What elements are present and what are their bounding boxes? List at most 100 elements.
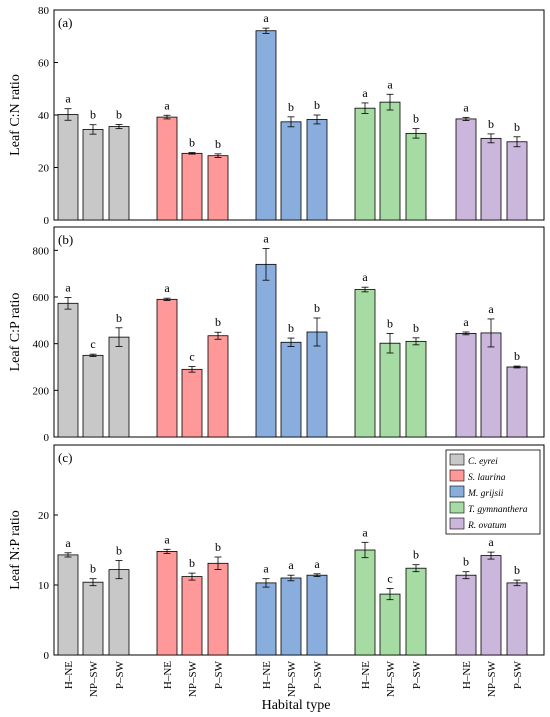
significance-letter: a <box>362 270 368 284</box>
bar <box>480 332 502 438</box>
significance-letter: b <box>189 556 195 570</box>
significance-letter: c <box>189 350 194 364</box>
bar <box>207 155 229 221</box>
significance-letter: b <box>314 301 320 315</box>
panel-label: (b) <box>58 232 73 247</box>
significance-letter: b <box>514 349 520 363</box>
bar <box>280 341 302 438</box>
bar <box>207 335 229 438</box>
y-tick-label: 60 <box>38 58 50 70</box>
legend-swatch <box>449 501 465 514</box>
x-tick-label: NP–SW <box>486 660 498 697</box>
bar <box>280 121 302 221</box>
significance-letter: b <box>314 98 320 112</box>
bar <box>82 129 104 221</box>
y-tick-label: 800 <box>33 245 50 257</box>
panel-label: (c) <box>58 450 72 465</box>
y-axis-title: Leaf C:P ratio <box>8 293 23 372</box>
bar <box>379 342 401 438</box>
bar <box>255 263 277 438</box>
chart-panel-1: 0 20 40 60 80 Leaf C:N ratio (a) a b b a b b a b b a a b a b… <box>8 5 545 227</box>
y-tick-label: 0 <box>44 432 50 444</box>
significance-letter: b <box>413 548 419 562</box>
significance-letter: a <box>65 92 71 106</box>
x-axis-title: Habital type <box>262 698 331 713</box>
bar <box>354 549 376 656</box>
significance-letter: b <box>116 107 122 121</box>
y-axis-title: Leaf C:N ratio <box>8 74 23 156</box>
significance-letter: a <box>362 525 368 539</box>
bar <box>82 354 104 438</box>
x-tick-label: P–SW <box>512 660 524 689</box>
significance-letter: a <box>463 100 469 114</box>
bar <box>379 101 401 221</box>
legend-label: T. gymnanthera <box>468 505 528 515</box>
significance-letter: b <box>215 137 221 151</box>
bar <box>57 114 79 221</box>
x-tick-label: H–NE <box>360 661 372 689</box>
significance-letter: b <box>116 544 122 558</box>
x-tick-label: NP–SW <box>88 660 100 697</box>
legend-label: M. grijsii <box>467 489 504 499</box>
bar <box>306 331 328 438</box>
x-tick-label: NP–SW <box>187 660 199 697</box>
significance-letter: b <box>116 311 122 325</box>
significance-letter: b <box>463 555 469 569</box>
significance-letter: a <box>164 532 170 546</box>
significance-letter: a <box>65 280 71 294</box>
bar <box>181 576 203 656</box>
significance-letter: c <box>90 337 95 351</box>
legend-swatch <box>449 469 465 482</box>
significance-letter: a <box>288 558 294 572</box>
y-tick-label: 80 <box>38 5 50 17</box>
bar <box>57 302 79 438</box>
panels: 0 20 40 60 80 Leaf C:N ratio (a) a b b a b b a b b a a b a b… <box>8 5 545 662</box>
bar <box>280 577 302 656</box>
x-tick-label: NP–SW <box>286 660 298 697</box>
bar <box>108 126 130 221</box>
significance-letter: b <box>215 540 221 554</box>
bar <box>181 368 203 438</box>
significance-letter: b <box>488 117 494 131</box>
significance-letter: b <box>514 120 520 134</box>
x-tick-label: H–NE <box>261 661 273 689</box>
significance-letter: a <box>488 535 494 549</box>
legend-label: S. laurina <box>468 473 506 483</box>
legend-swatch <box>449 453 465 466</box>
y-tick-label: 200 <box>33 385 50 397</box>
panel-label: (a) <box>58 15 72 30</box>
x-tick-label: P–SW <box>114 660 126 689</box>
x-axis: H–NE NP–SW P–SW H–NE NP–SW P–SW H–NE NP–SW P–SW H… <box>63 660 524 697</box>
bar <box>82 581 104 656</box>
chart-panel-2: 0 200 400 600 800 Leaf C:P ratio (b) a c b a c b a b b a… <box>8 226 545 444</box>
significance-letter: a <box>463 315 469 329</box>
bar <box>354 107 376 221</box>
significance-letter: c <box>387 572 392 586</box>
bar <box>455 118 477 221</box>
significance-letter: b <box>215 315 221 329</box>
bar <box>156 298 178 438</box>
legend-swatch <box>449 517 465 530</box>
y-tick-label: 20 <box>38 163 50 175</box>
significance-letter: a <box>263 11 269 25</box>
bar <box>506 366 528 438</box>
bar <box>354 289 376 438</box>
legend-label: R. ovatum <box>467 521 507 531</box>
x-tick-label: P–SW <box>213 660 225 689</box>
bar <box>455 574 477 656</box>
x-tick-label: H–NE <box>162 661 174 689</box>
significance-letter: b <box>288 100 294 114</box>
bar <box>156 116 178 221</box>
y-axis-title: Leaf N:P ratio <box>8 510 23 590</box>
significance-letter: b <box>413 112 419 126</box>
x-tick-label: H–NE <box>461 661 473 689</box>
significance-letter: a <box>387 77 393 91</box>
significance-letter: a <box>263 231 269 245</box>
y-tick-label: 600 <box>33 292 50 304</box>
bar <box>405 340 427 438</box>
significance-letter: b <box>413 321 419 335</box>
x-tick-label: P–SW <box>312 660 324 689</box>
significance-letter: b <box>90 562 96 576</box>
significance-letter: b <box>387 316 393 330</box>
